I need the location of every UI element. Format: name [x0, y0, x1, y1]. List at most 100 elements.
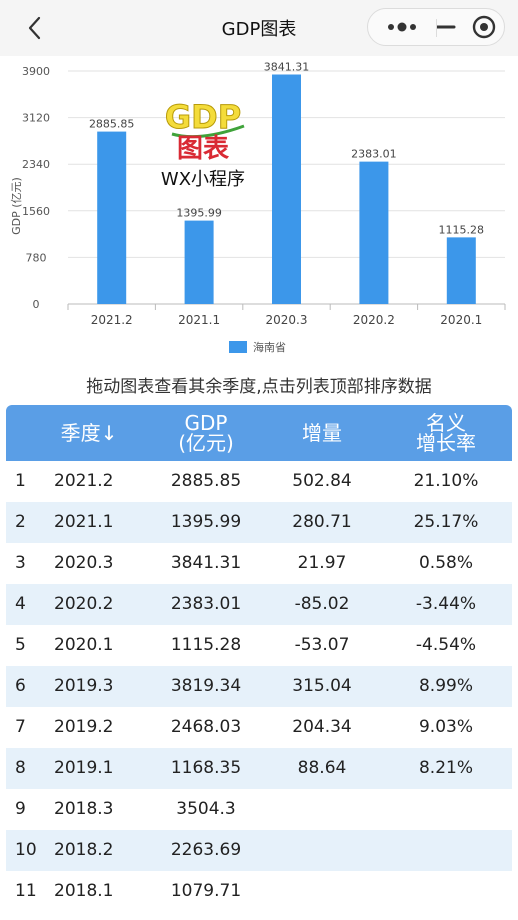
y-tick-label: 1560: [22, 205, 50, 218]
row-gdp: 1079.71: [170, 881, 242, 901]
row-gdp: 3504.3: [176, 799, 236, 819]
bar-value-label: 1115.28: [439, 223, 485, 236]
row-gdp: 1168.35: [170, 758, 242, 778]
row-increment: -85.02: [294, 594, 350, 614]
chevron-left-icon: [28, 16, 41, 40]
row-increment: 88.64: [297, 758, 347, 778]
row-growth: [391, 871, 501, 912]
x-tick-label: 2021.1: [178, 313, 220, 327]
record-circle-icon: [472, 15, 496, 39]
row-gdp: 2885.85: [170, 471, 242, 491]
bar-value-label: 3841.31: [264, 61, 310, 74]
row-quarter: 2020.1: [54, 635, 114, 655]
bar[interactable]: [446, 237, 476, 304]
header-increment-label: 增量: [302, 421, 342, 445]
table-row[interactable]: 9 2018.3 3504.3: [6, 789, 512, 830]
table-row[interactable]: 6 2019.3 3819.34 315.04 8.99%: [6, 666, 512, 707]
table-row[interactable]: 8 2019.1 1168.35 88.64 8.21%: [6, 748, 512, 789]
table-row[interactable]: 5 2020.1 1115.28 -53.07 -4.54%: [6, 625, 512, 666]
gdp-table: 季度↓ GDP (亿元) 增量 名义 增长率 1 2021.2 2885.85 502…: [6, 405, 512, 912]
row-growth: -4.54%: [415, 635, 477, 655]
watermark-chart-text: 图表: [177, 134, 230, 164]
row-increment: 502.84: [292, 471, 352, 491]
row-increment: [263, 830, 381, 871]
gdp-bar-chart[interactable]: 0 780 1560 2340 3120 3900 2885.85 1395.99 3841.…: [0, 56, 518, 366]
more-dots-icon: [388, 22, 416, 32]
watermark-wx-text: WX小程序: [161, 169, 245, 190]
row-gdp: 1115.28: [170, 635, 242, 655]
row-growth: 25.17%: [413, 512, 479, 532]
row-increment: -53.07: [294, 635, 350, 655]
row-index: 10: [15, 840, 37, 860]
row-gdp: 2383.01: [170, 594, 242, 614]
x-tick-label: 2020.2: [353, 313, 395, 327]
header-increment[interactable]: 增量: [263, 405, 381, 461]
minimize-button[interactable]: [435, 9, 505, 45]
x-tick-label: 2020.1: [440, 313, 482, 327]
table-row[interactable]: 2 2021.1 1395.99 280.71 25.17%: [6, 502, 512, 543]
table-row[interactable]: 3 2020.3 3841.31 21.97 0.58%: [6, 543, 512, 584]
bar[interactable]: [359, 161, 389, 304]
header-gdp[interactable]: GDP (亿元): [146, 405, 266, 461]
bar[interactable]: [184, 220, 214, 304]
row-increment: [263, 871, 381, 912]
row-quarter: 2020.3: [54, 553, 114, 573]
row-growth: 8.21%: [418, 758, 473, 778]
row-index: 3: [15, 553, 26, 573]
table-row[interactable]: 4 2020.2 2383.01 -85.02 -3.44%: [6, 584, 512, 625]
bar[interactable]: [97, 131, 127, 304]
row-growth: [391, 789, 501, 830]
row-quarter: 2018.1: [54, 881, 114, 901]
row-quarter: 2018.3: [54, 799, 114, 819]
row-growth: 0.58%: [418, 553, 473, 573]
row-index: 8: [15, 758, 26, 778]
bar-value-label: 2885.85: [89, 118, 135, 131]
header-growth-label: 名义 增长率: [416, 411, 476, 455]
header-quarter[interactable]: 季度↓: [44, 405, 134, 461]
row-index: 9: [15, 799, 26, 819]
table-row[interactable]: 11 2018.1 1079.71: [6, 871, 512, 912]
gdp-chart[interactable]: 0 780 1560 2340 3120 3900 2885.85 1395.99 3841.…: [0, 56, 518, 366]
row-index: 6: [15, 676, 26, 696]
y-tick-label: 780: [26, 251, 47, 264]
row-increment: 280.71: [292, 512, 352, 532]
watermark: GDP 图表 WX小程序: [161, 98, 245, 191]
back-button[interactable]: [22, 14, 50, 42]
more-button[interactable]: [368, 9, 436, 45]
row-gdp: 1395.99: [170, 512, 242, 532]
row-increment: 315.04: [292, 676, 352, 696]
row-quarter: 2021.1: [54, 512, 114, 532]
header-gdp-label: GDP (亿元): [178, 411, 234, 455]
row-gdp: 2263.69: [170, 840, 242, 860]
table-row[interactable]: 1 2021.2 2885.85 502.84 21.10%: [6, 461, 512, 502]
row-increment: 21.97: [297, 553, 347, 573]
minimize-icon: [435, 25, 456, 29]
legend-label: 海南省: [253, 340, 286, 354]
row-gdp: 2468.03: [170, 717, 242, 737]
y-tick-label: 3900: [22, 65, 50, 78]
bar[interactable]: [272, 74, 301, 304]
row-index: 2: [15, 512, 26, 532]
y-tick-label: 3120: [22, 112, 50, 125]
row-quarter: 2019.1: [54, 758, 114, 778]
legend-swatch: [229, 341, 247, 353]
x-tick-label: 2020.3: [266, 313, 308, 327]
row-quarter: 2018.2: [54, 840, 114, 860]
row-growth: 9.03%: [418, 717, 473, 737]
legend[interactable]: 海南省: [229, 340, 286, 354]
table-row[interactable]: 7 2019.2 2468.03 204.34 9.03%: [6, 707, 512, 748]
close-miniprogram-button[interactable]: [460, 8, 506, 46]
header-quarter-label: 季度↓: [60, 421, 118, 445]
chart-hint: 拖动图表查看其余季度,点击列表顶部排序数据: [86, 377, 432, 397]
row-growth: 21.10%: [413, 471, 479, 491]
row-quarter: 2019.2: [54, 717, 114, 737]
watermark-swoosh: [171, 124, 245, 139]
row-gdp: 3841.31: [170, 553, 242, 573]
y-tick-label: 0: [33, 298, 40, 311]
x-tick-label: 2021.2: [91, 313, 133, 327]
row-growth: [391, 830, 501, 871]
row-index: 5: [15, 635, 26, 655]
header-growth-rate[interactable]: 名义 增长率: [391, 405, 501, 461]
row-index: 1: [15, 471, 26, 491]
table-row[interactable]: 10 2018.2 2263.69: [6, 830, 512, 871]
